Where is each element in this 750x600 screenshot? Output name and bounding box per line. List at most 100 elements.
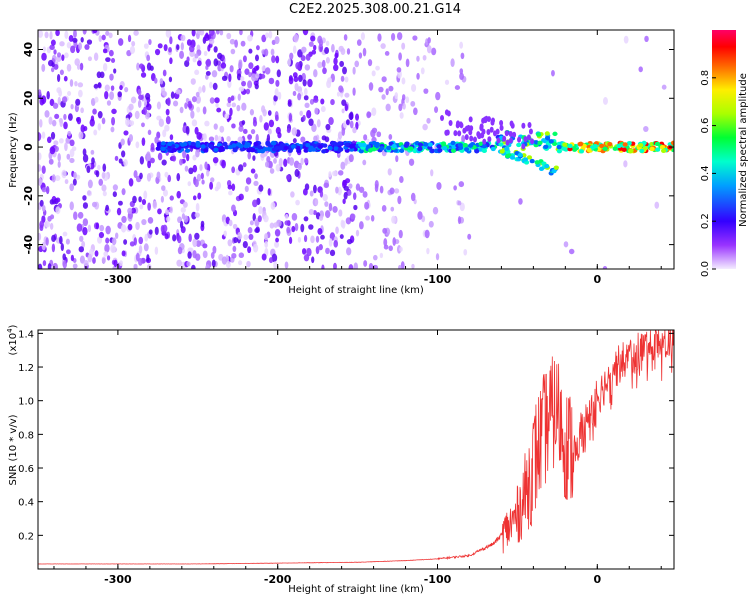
heatmap-point — [123, 239, 128, 245]
heatmap-point — [104, 90, 109, 100]
heatmap-point — [424, 229, 430, 239]
ridge-point — [190, 141, 196, 147]
heatmap-point — [56, 52, 62, 58]
heatmap-point — [98, 178, 104, 186]
heatmap-point — [79, 235, 84, 242]
heatmap-point — [499, 124, 504, 131]
heatmap-point — [69, 139, 75, 147]
heatmap-point — [92, 257, 96, 264]
heatmap-point — [204, 120, 210, 127]
heatmap-point — [276, 69, 281, 78]
ridge-point — [552, 131, 558, 137]
heatmap-point — [52, 262, 58, 269]
ridge-point — [290, 144, 296, 149]
heatmap-point — [98, 35, 102, 42]
heatmap-point — [114, 155, 119, 161]
heatmap-point — [434, 106, 439, 113]
heatmap-point — [426, 45, 432, 54]
heatmap-point — [435, 253, 440, 261]
heatmap-point — [110, 85, 115, 91]
ridge-point — [498, 142, 504, 147]
heatmap-point — [322, 67, 327, 75]
heatmap-point — [136, 62, 140, 71]
heatmap-point — [97, 111, 103, 119]
heatmap-point — [197, 60, 202, 67]
heatmap-point — [457, 216, 462, 225]
heatmap-point — [49, 222, 54, 230]
heatmap-point — [128, 134, 134, 142]
heatmap-point — [359, 221, 364, 230]
heatmap-point — [472, 136, 477, 143]
heatmap-point — [103, 251, 109, 257]
heatmap-point — [141, 122, 145, 128]
heatmap-point — [254, 173, 258, 180]
heatmap-point — [294, 169, 300, 178]
heatmap-point — [38, 132, 42, 141]
heatmap-point — [237, 136, 243, 143]
heatmap-point — [422, 123, 428, 131]
heatmap-point — [154, 48, 161, 56]
heatmap-point — [184, 102, 188, 110]
heatmap-point — [194, 212, 200, 218]
heatmap-point — [355, 229, 360, 237]
heatmap-point — [320, 234, 325, 240]
heatmap-point — [320, 98, 325, 105]
heatmap-point — [328, 202, 333, 212]
heatmap-point — [177, 246, 183, 255]
heatmap-point — [346, 247, 352, 256]
ridge-point — [450, 148, 457, 153]
ridge-point — [257, 148, 263, 154]
snr-ylabel: SNR (10 * v/v) — [8, 414, 19, 485]
heatmap-point — [138, 196, 142, 203]
heatmap-point — [338, 209, 343, 217]
heatmap-point — [444, 109, 449, 116]
heatmap-point — [147, 202, 151, 211]
ridge-point — [533, 140, 539, 145]
heatmap-point — [291, 212, 298, 221]
ridge-point — [638, 143, 644, 148]
heatmap-point — [344, 103, 348, 112]
heatmap-point — [328, 238, 333, 247]
heatmap-point — [341, 127, 346, 136]
heatmap-point — [64, 30, 69, 39]
heatmap-point — [179, 106, 184, 114]
heatmap-point — [212, 156, 219, 164]
heatmap-point — [66, 249, 71, 255]
heatmap-point — [324, 46, 330, 55]
heatmap-point — [563, 241, 569, 248]
ridge-point — [278, 146, 284, 151]
heatmap-point — [68, 113, 73, 121]
heatmap-point — [383, 238, 388, 247]
heatmap-point — [143, 43, 149, 49]
heatmap-point — [250, 128, 256, 135]
heatmap-point — [106, 100, 112, 106]
heatmap-point — [138, 245, 143, 254]
heatmap-point — [289, 52, 294, 60]
ridge-point — [529, 158, 535, 164]
heatmap-point — [484, 115, 489, 122]
heatmap-point — [113, 259, 118, 268]
heatmap-point — [211, 259, 216, 268]
heatmap-point — [215, 102, 219, 108]
heatmap-point — [48, 116, 53, 125]
ridge-point — [303, 148, 309, 153]
heatmap-point — [188, 233, 192, 243]
heatmap-point — [468, 116, 473, 123]
heatmap-point — [176, 44, 180, 51]
heatmap-point — [313, 184, 317, 194]
ridge-point — [544, 163, 550, 169]
heatmap-point — [344, 157, 348, 166]
heatmap-point — [259, 115, 263, 123]
heatmap-point — [336, 91, 341, 97]
heatmap-point — [353, 204, 358, 211]
colorbar-axes: 0.0 0.2 0.4 0.6 0.8 — [700, 70, 716, 277]
ridge-point — [481, 148, 487, 154]
ridge-point — [262, 147, 268, 152]
heatmap-point — [238, 252, 245, 259]
heatmap-point — [96, 71, 102, 79]
heatmap-point — [459, 122, 464, 129]
heatmap-point — [90, 97, 96, 107]
heatmap-point — [202, 106, 207, 115]
heatmap-point — [161, 159, 167, 166]
heatmap-point — [109, 91, 115, 101]
